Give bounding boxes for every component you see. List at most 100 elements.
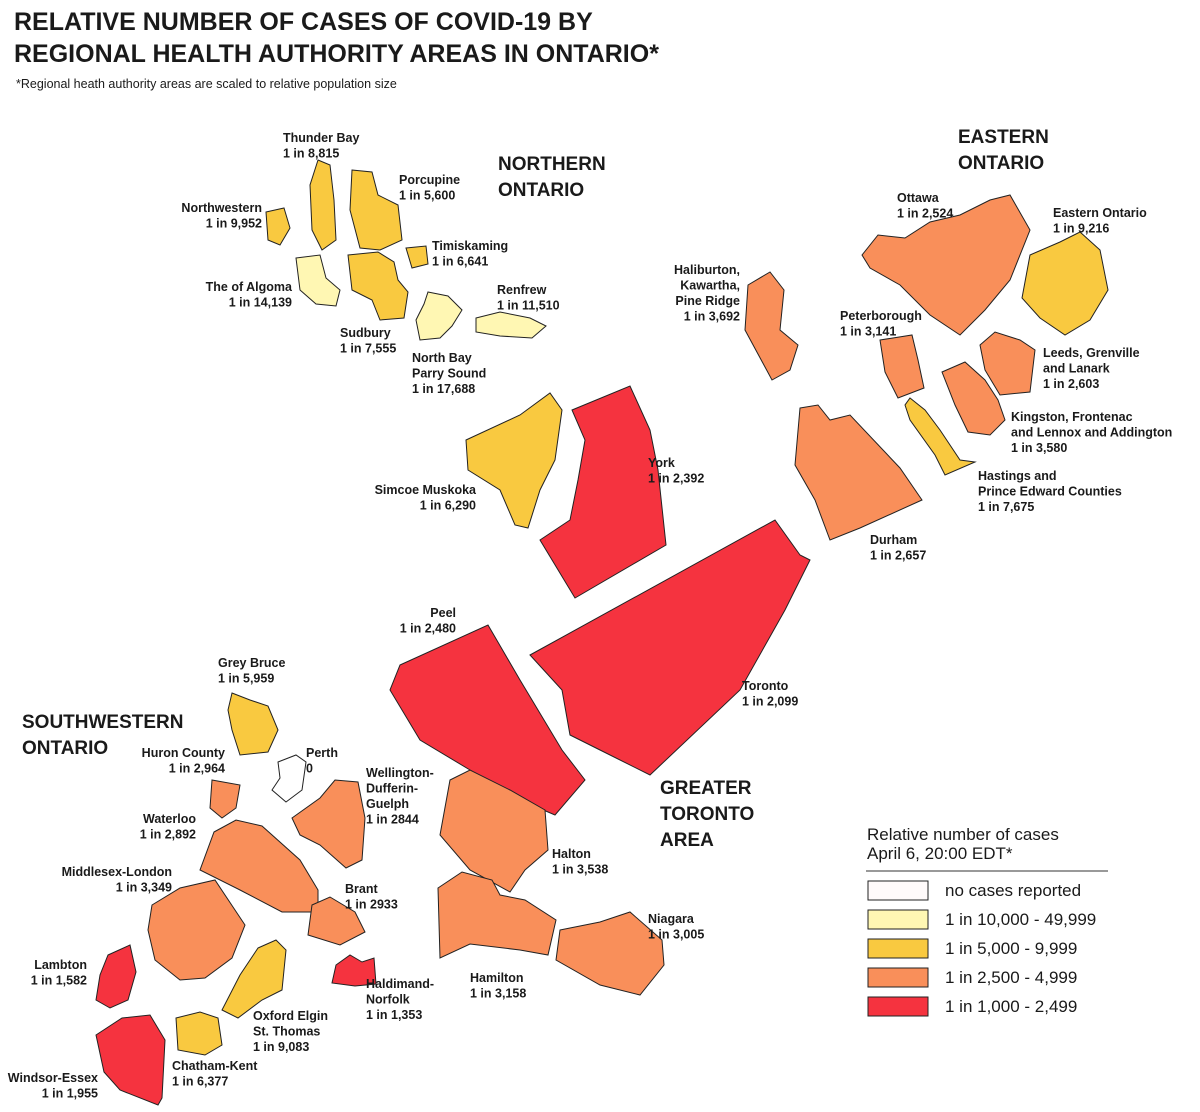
region-name: Oxford Elgin <box>253 1009 328 1023</box>
region-name: St. Thomas <box>253 1025 320 1039</box>
region-shape <box>221 939 287 1019</box>
title: REGIONAL HEALTH AUTHORITY AREAS IN ONTAR… <box>14 40 659 68</box>
region-value: 1 in 11,510 <box>497 299 560 313</box>
region-shape <box>175 1011 223 1056</box>
region-shape <box>199 819 319 913</box>
region-shape <box>465 392 563 529</box>
region-value: 1 in 6,377 <box>172 1075 228 1089</box>
region-name: Timiskaming <box>432 239 508 253</box>
region-value: 1 in 2,964 <box>169 762 225 776</box>
legend-label: 1 in 10,000 - 49,999 <box>945 910 1096 929</box>
region-name: Wellington- <box>366 766 434 780</box>
region-value: 1 in 8,815 <box>283 147 339 161</box>
region-value: 1 in 9,216 <box>1053 222 1109 236</box>
region-value: 1 in 9,083 <box>253 1040 309 1054</box>
region-shape <box>475 311 547 339</box>
region-shape <box>147 879 246 981</box>
region-name: Eastern Ontario <box>1053 206 1147 220</box>
region-value: 1 in 2,480 <box>400 622 456 636</box>
region-name: Thunder Bay <box>283 131 359 145</box>
region-shape <box>437 871 557 959</box>
legend-swatch <box>867 938 929 959</box>
region-shape <box>95 944 137 1009</box>
region-shape <box>879 334 925 399</box>
region-shape <box>265 207 291 246</box>
region-value: 1 in 2,524 <box>897 207 953 221</box>
region-shape <box>347 251 409 321</box>
region-name: and Lennox and Addington <box>1011 426 1172 440</box>
area-label: NORTHERN <box>498 154 606 175</box>
region-name: Prince Edward Counties <box>978 485 1122 499</box>
region-shape <box>291 779 366 869</box>
region-name: Northwestern <box>181 201 262 215</box>
region-name: Haliburton, <box>674 263 740 277</box>
region-name: North Bay <box>412 351 472 365</box>
region-value: 1 in 6,290 <box>420 499 476 513</box>
area-label: EASTERN <box>958 127 1049 148</box>
legend-label: 1 in 1,000 - 2,499 <box>945 997 1077 1016</box>
region-shape <box>295 254 341 307</box>
area-label: SOUTHWESTERN <box>22 712 184 733</box>
region-shape <box>941 361 1006 436</box>
region-value: 1 in 2,892 <box>140 828 196 842</box>
region-shape <box>529 519 811 776</box>
region-value: 1 in 2,392 <box>648 472 704 486</box>
region-name: Dufferin- <box>366 782 418 796</box>
region-value: 1 in 3,692 <box>684 310 740 324</box>
region-value: 1 in 14,139 <box>229 296 292 310</box>
region-name: Pine Ridge <box>675 294 740 308</box>
region-shape <box>309 159 337 251</box>
region-shape <box>209 779 241 819</box>
legend-title: Relative number of cases <box>867 825 1059 844</box>
region-value: 1 in 2,657 <box>870 549 926 563</box>
region-shape <box>861 194 1031 336</box>
region-name: Toronto <box>742 679 789 693</box>
region-name: Chatham-Kent <box>172 1059 258 1073</box>
region-value: 1 in 6,641 <box>432 255 488 269</box>
legend-label: 1 in 2,500 - 4,999 <box>945 968 1077 987</box>
region-name: Huron County <box>142 746 225 760</box>
region-value: 1 in 3,158 <box>470 987 526 1001</box>
legend-swatch <box>867 996 929 1017</box>
legend-swatch <box>867 967 929 988</box>
area-label: ONTARIO <box>22 738 108 759</box>
region-value: 1 in 5,959 <box>218 672 274 686</box>
region-value: 1 in 2933 <box>345 898 398 912</box>
legend-label: no cases reported <box>945 881 1081 900</box>
region-shape <box>271 754 307 803</box>
region-shape <box>979 331 1036 396</box>
legend-swatch <box>867 909 929 930</box>
region-value: 1 in 2844 <box>366 813 419 827</box>
region-name: Peterborough <box>840 309 922 323</box>
area-label: AREA <box>660 830 714 851</box>
region-name: Porcupine <box>399 173 460 187</box>
region-name: Halton <box>552 847 591 861</box>
region-name: Hastings and <box>978 469 1057 483</box>
region-shape <box>307 896 366 946</box>
region-name: Windsor-Essex <box>8 1071 98 1085</box>
region-value: 1 in 3,538 <box>552 863 608 877</box>
region-value: 1 in 7,675 <box>978 500 1034 514</box>
region-name: Ottawa <box>897 191 940 205</box>
region-value: 1 in 7,555 <box>340 342 396 356</box>
region-value: 0 <box>306 762 313 776</box>
region-shape <box>227 692 279 756</box>
area-label: ONTARIO <box>958 153 1044 174</box>
region-name: Guelph <box>366 797 409 811</box>
region-name: Kingston, Frontenac <box>1011 410 1133 424</box>
region-value: 1 in 17,688 <box>412 382 475 396</box>
area-label: ONTARIO <box>498 180 584 201</box>
legend-title: April 6, 20:00 EDT* <box>867 844 1013 863</box>
region-value: 1 in 2,099 <box>742 695 798 709</box>
region-value: 1 in 3,349 <box>116 881 172 895</box>
region-shape <box>389 624 586 816</box>
region-value: 1 in 1,955 <box>42 1087 98 1101</box>
region-name: and Lanark <box>1043 362 1110 376</box>
region-name: Durham <box>870 533 917 547</box>
region-shape <box>539 385 667 599</box>
region-shape <box>95 1014 166 1106</box>
region-name: Perth <box>306 746 338 760</box>
region-shape <box>439 769 549 893</box>
region-value: 1 in 3,141 <box>840 325 896 339</box>
